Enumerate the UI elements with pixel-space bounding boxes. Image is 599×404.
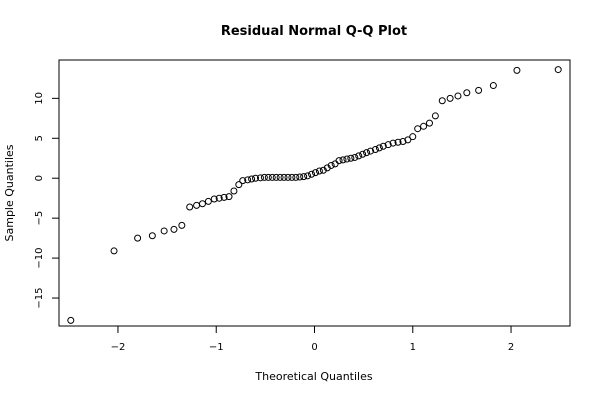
data-point bbox=[288, 173, 296, 181]
y-tick-label: −5 bbox=[34, 211, 45, 226]
data-point bbox=[363, 149, 371, 157]
data-point bbox=[315, 167, 323, 175]
data-point bbox=[347, 154, 355, 162]
x-axis-label: Theoretical Quantiles bbox=[254, 370, 372, 383]
data-point bbox=[311, 169, 319, 177]
data-point bbox=[463, 89, 471, 97]
x-axis: −2 −1 0 1 2 bbox=[111, 325, 514, 353]
data-point bbox=[554, 66, 562, 74]
data-point bbox=[160, 227, 168, 235]
data-point bbox=[244, 176, 252, 184]
data-point bbox=[425, 119, 433, 127]
plot-frame bbox=[58, 59, 571, 327]
data-point bbox=[414, 125, 422, 133]
data-point bbox=[351, 153, 359, 161]
data-point bbox=[513, 66, 521, 74]
data-point bbox=[308, 170, 316, 178]
data-point bbox=[170, 225, 178, 233]
y-tick-label: 10 bbox=[34, 92, 45, 105]
data-point bbox=[300, 173, 308, 181]
data-point bbox=[379, 142, 387, 150]
data-point bbox=[186, 203, 194, 211]
data-point bbox=[335, 157, 343, 165]
data-point bbox=[292, 173, 300, 181]
data-point bbox=[178, 221, 186, 229]
data-point bbox=[210, 195, 218, 203]
data-point bbox=[389, 139, 397, 147]
data-point bbox=[280, 173, 288, 181]
x-tick-label: −2 bbox=[111, 342, 126, 353]
data-point bbox=[284, 173, 292, 181]
y-axis: −15 −10 −5 0 5 10 bbox=[34, 92, 60, 309]
data-point bbox=[239, 177, 247, 185]
data-point bbox=[409, 133, 417, 141]
data-point bbox=[225, 193, 233, 201]
data-point bbox=[248, 175, 256, 183]
data-point bbox=[343, 155, 351, 163]
data-point bbox=[475, 86, 483, 94]
data-point bbox=[331, 160, 339, 168]
data-point bbox=[256, 174, 264, 182]
data-point bbox=[204, 197, 212, 205]
x-tick-label: 1 bbox=[410, 342, 416, 353]
data-point bbox=[148, 232, 156, 240]
data-point bbox=[276, 173, 284, 181]
chart-title: Residual Normal Q-Q Plot bbox=[221, 24, 407, 39]
data-point bbox=[420, 122, 428, 130]
y-tick-label: −15 bbox=[34, 287, 45, 308]
data-point bbox=[67, 316, 75, 324]
data-point bbox=[198, 200, 206, 208]
data-point bbox=[264, 173, 272, 181]
data-point bbox=[399, 137, 407, 145]
data-point bbox=[134, 234, 142, 242]
data-point bbox=[339, 156, 347, 164]
data-point bbox=[394, 138, 402, 146]
data-point bbox=[359, 150, 367, 158]
data-point bbox=[304, 172, 312, 180]
data-point bbox=[375, 144, 383, 152]
y-tick-label: 0 bbox=[34, 175, 45, 181]
y-tick-label: −10 bbox=[34, 248, 45, 269]
data-point bbox=[355, 152, 363, 160]
data-point bbox=[296, 173, 304, 181]
y-tick-label: 5 bbox=[34, 135, 45, 141]
x-tick-label: 0 bbox=[311, 342, 317, 353]
data-point bbox=[220, 193, 228, 201]
data-point bbox=[110, 247, 118, 255]
x-tick-label: 2 bbox=[508, 342, 514, 353]
data-point bbox=[438, 97, 446, 105]
y-axis-label: Sample Quantiles bbox=[3, 144, 16, 241]
data-point bbox=[367, 147, 375, 155]
data-point bbox=[215, 194, 223, 202]
data-point bbox=[272, 173, 280, 181]
x-tick-label: −1 bbox=[209, 342, 224, 353]
data-point bbox=[489, 82, 497, 90]
data-point bbox=[235, 181, 243, 189]
data-point bbox=[404, 136, 412, 144]
data-point bbox=[193, 201, 201, 209]
data-point bbox=[260, 173, 268, 181]
data-point bbox=[268, 173, 276, 181]
data-point bbox=[454, 92, 462, 100]
data-point bbox=[384, 141, 392, 149]
data-point bbox=[230, 187, 238, 195]
data-points bbox=[67, 66, 562, 324]
data-point bbox=[371, 145, 379, 153]
data-point bbox=[446, 94, 454, 102]
data-point bbox=[431, 112, 439, 120]
data-point bbox=[252, 174, 260, 182]
data-point bbox=[327, 161, 335, 169]
